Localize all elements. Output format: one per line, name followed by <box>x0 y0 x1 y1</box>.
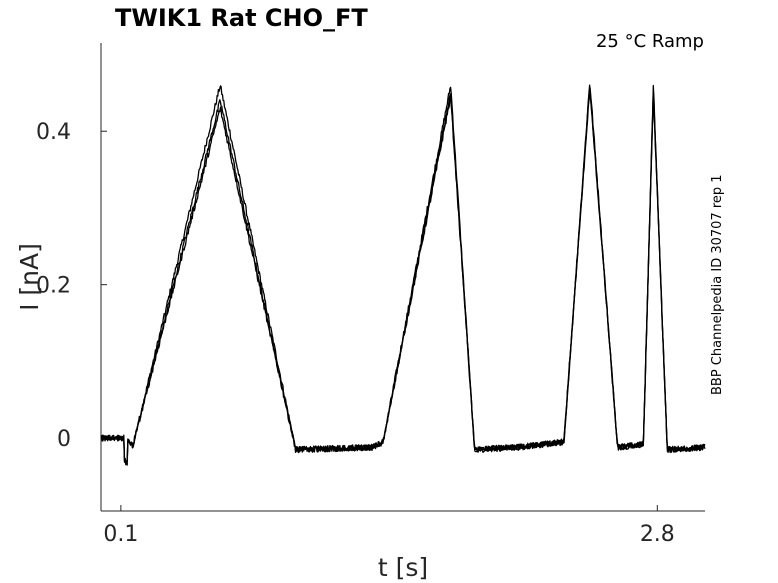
trace-line-3 <box>100 90 706 463</box>
y-tick-label: 0.4 <box>36 120 71 145</box>
axis-ticks: 0.1 2.8 0 0.2 0.4 <box>36 120 675 547</box>
condition-label: 25 °C Ramp <box>596 31 704 52</box>
chart-title: TWIK1 Rat CHO_FT <box>115 4 368 32</box>
x-tick-label: 0.1 <box>103 522 138 547</box>
x-axis-label: t [s] <box>378 553 428 582</box>
x-tick-label: 2.8 <box>640 522 675 547</box>
y-tick-label: 0 <box>57 427 71 452</box>
side-label: BBP Channelpedia ID 30707 rep 1 <box>710 174 725 395</box>
traces <box>100 84 706 466</box>
y-axis-label: I [nA] <box>15 243 44 311</box>
y-tick-label: 0.2 <box>36 274 71 299</box>
plot-area: 0.1 2.8 0 0.2 0.4 <box>36 43 706 547</box>
